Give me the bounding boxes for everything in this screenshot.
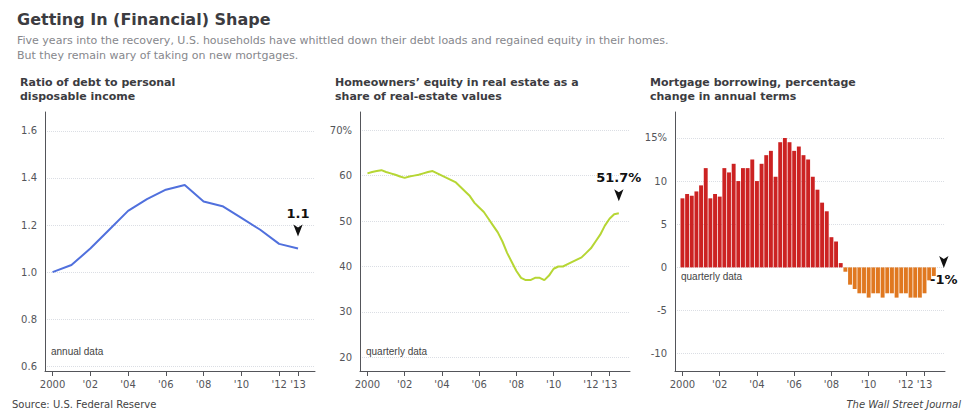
svg-text:Ratio of debt to personal: Ratio of debt to personal <box>20 76 175 89</box>
svg-text:50: 50 <box>339 216 352 227</box>
svg-text:'10: '10 <box>861 379 876 390</box>
svg-text:change in annual terms: change in annual terms <box>650 90 797 103</box>
svg-text:'06: '06 <box>786 379 801 390</box>
svg-text:'12: '12 <box>271 379 286 390</box>
svg-text:Five years into the recovery,: Five years into the recovery, U.S. house… <box>17 34 668 47</box>
svg-text:'02: '02 <box>83 379 98 390</box>
svg-text:The Wall Street Journal: The Wall Street Journal <box>846 399 961 410</box>
svg-text:51.7%: 51.7% <box>596 170 641 185</box>
svg-text:1.6: 1.6 <box>21 125 37 136</box>
svg-text:15%: 15% <box>645 132 667 143</box>
svg-text:'06: '06 <box>158 379 173 390</box>
svg-text:0.8: 0.8 <box>21 314 37 325</box>
svg-text:70%: 70% <box>330 125 352 136</box>
svg-text:Mortgage borrowing, percentage: Mortgage borrowing, percentage <box>650 76 856 89</box>
svg-text:share of real-estate values: share of real-estate values <box>335 90 502 103</box>
svg-text:'08: '08 <box>824 379 839 390</box>
svg-text:2000: 2000 <box>670 379 695 390</box>
svg-text:'04: '04 <box>120 379 135 390</box>
svg-text:'08: '08 <box>509 379 524 390</box>
svg-text:quarterly data: quarterly data <box>366 346 428 357</box>
svg-text:20: 20 <box>339 352 352 363</box>
svg-text:2000: 2000 <box>40 379 65 390</box>
svg-text:Source: U.S. Federal Reserve: Source: U.S. Federal Reserve <box>12 399 156 410</box>
svg-text:'12: '12 <box>583 379 598 390</box>
svg-text:annual data: annual data <box>51 346 104 357</box>
svg-text:'02: '02 <box>397 379 412 390</box>
svg-text:'13: '13 <box>917 379 932 390</box>
svg-text:1.4: 1.4 <box>21 172 37 183</box>
svg-text:1.2: 1.2 <box>21 220 37 231</box>
svg-text:'13: '13 <box>602 379 617 390</box>
svg-text:Getting In (Financial) Shape: Getting In (Financial) Shape <box>17 10 271 29</box>
svg-text:But they remain wary of taking: But they remain wary of taking on new mo… <box>17 49 298 62</box>
svg-text:-1%: -1% <box>930 272 957 287</box>
svg-text:60: 60 <box>339 170 352 181</box>
svg-text:'13: '13 <box>290 379 305 390</box>
svg-text:'04: '04 <box>434 379 449 390</box>
svg-text:quarterly data: quarterly data <box>681 271 743 282</box>
svg-text:0.6: 0.6 <box>21 361 37 372</box>
svg-text:Homeowners’ equity in real est: Homeowners’ equity in real estate as a <box>335 76 579 89</box>
svg-text:'12: '12 <box>898 379 913 390</box>
svg-text:'02: '02 <box>712 379 727 390</box>
svg-text:1.1: 1.1 <box>286 206 309 221</box>
svg-text:-10: -10 <box>651 348 667 359</box>
svg-text:'06: '06 <box>471 379 486 390</box>
svg-text:40: 40 <box>339 261 352 272</box>
svg-text:10: 10 <box>654 176 667 187</box>
svg-text:'10: '10 <box>234 379 249 390</box>
svg-text:2000: 2000 <box>355 379 380 390</box>
svg-text:0: 0 <box>661 262 667 273</box>
svg-text:disposable income: disposable income <box>20 90 135 103</box>
svg-text:'04: '04 <box>749 379 764 390</box>
svg-text:'10: '10 <box>546 379 561 390</box>
svg-text:30: 30 <box>339 306 352 317</box>
svg-text:5: 5 <box>661 219 667 230</box>
svg-text:-5: -5 <box>657 305 667 316</box>
svg-text:1.0: 1.0 <box>21 267 37 278</box>
svg-text:'08: '08 <box>196 379 211 390</box>
